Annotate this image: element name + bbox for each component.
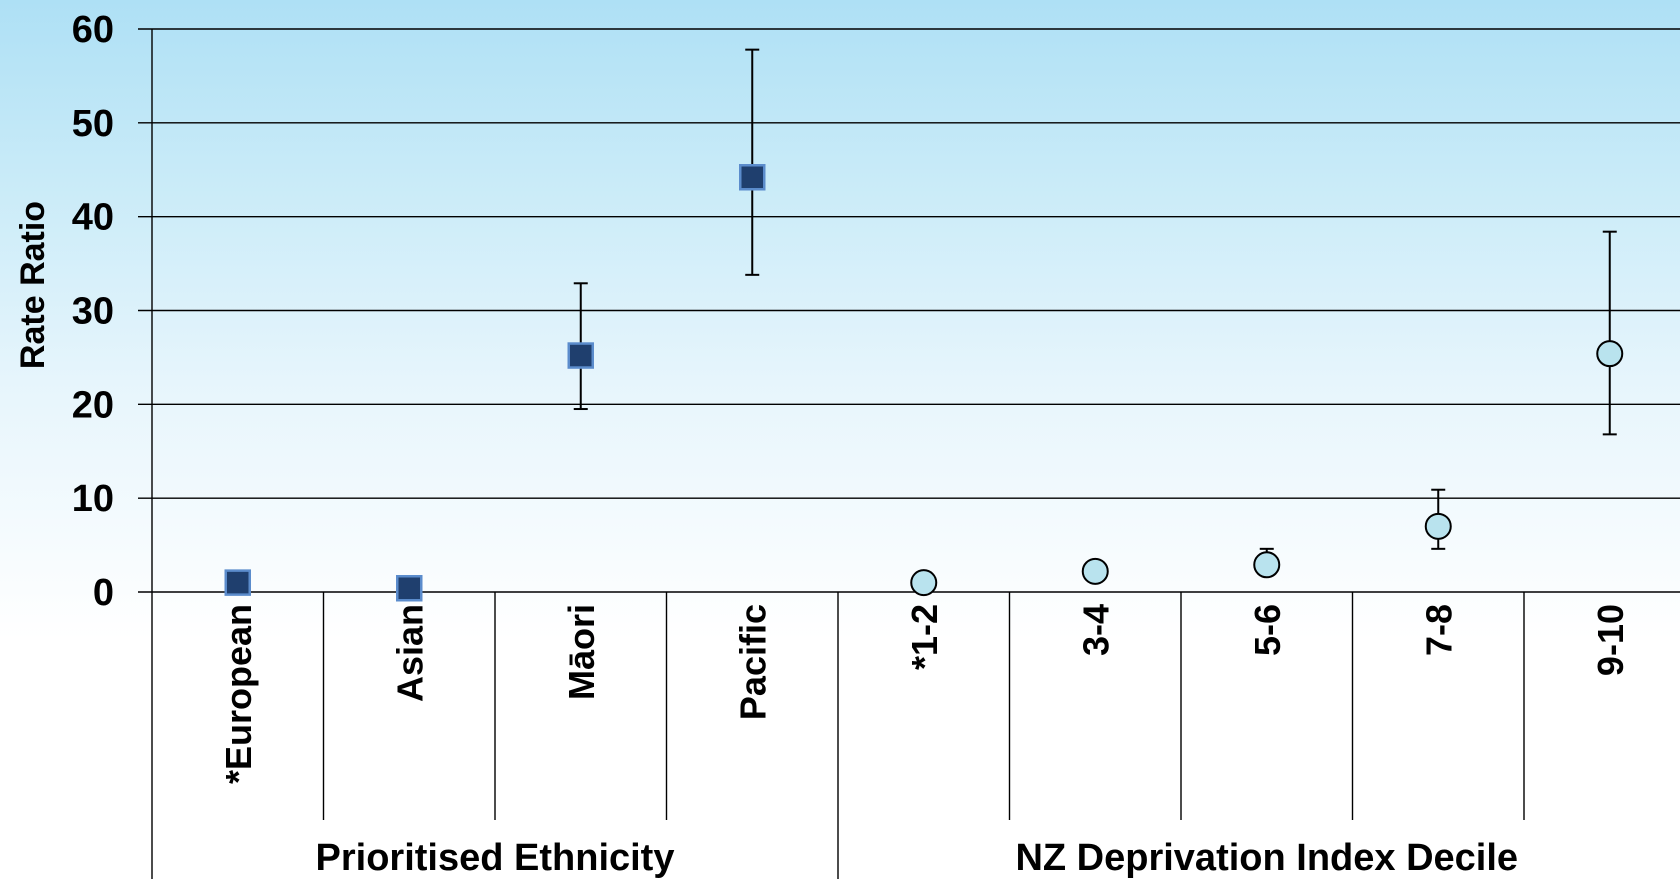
point-Asian: [396, 574, 423, 602]
category-label-Pacific: Pacific: [732, 604, 773, 720]
group-label-1: NZ Deprivation Index Decile: [1015, 837, 1518, 879]
point-*1-2: [910, 569, 938, 597]
data-markers: [224, 164, 1624, 602]
category-label-7-8: 7-8: [1418, 604, 1459, 656]
group-label-0: Prioritised Ethnicity: [316, 837, 675, 879]
category-label-5-6: 5-6: [1247, 604, 1288, 656]
category-label-*1-2: *1-2: [904, 604, 945, 670]
y-tick-label-20: 20: [72, 384, 114, 426]
y-tick-label-10: 10: [72, 478, 114, 520]
point-3-4: [1081, 557, 1109, 585]
y-tick-label-60: 60: [72, 9, 114, 51]
y-axis-title: Rate Ratio: [14, 201, 52, 369]
category-label-*European: *European: [218, 604, 259, 784]
y-tick-labels: 0 10 20 30 40 50 60: [72, 9, 114, 614]
point-*European: [224, 569, 251, 596]
point-Māori: [567, 342, 594, 369]
point-9-10: [1596, 340, 1624, 368]
y-tick-label-50: 50: [72, 103, 114, 145]
category-labels: *European Asian Māori Pacific *1-2 3-4 5-6 7-8 9…: [218, 604, 1631, 784]
category-label-9-10: 9-10: [1590, 604, 1631, 676]
error-bars: [573, 48, 1617, 580]
y-tick-label-0: 0: [93, 572, 114, 614]
y-tick-label-40: 40: [72, 197, 114, 239]
point-5-6: [1253, 551, 1281, 579]
group-labels: Prioritised Ethnicity NZ Deprivation Inde…: [316, 837, 1519, 879]
category-label-3-4: 3-4: [1075, 604, 1116, 656]
y-tick-label-30: 30: [72, 291, 114, 333]
category-label-Asian: Asian: [389, 604, 430, 702]
point-7-8: [1424, 512, 1452, 540]
point-Pacific: [739, 164, 766, 191]
category-label-Māori: Māori: [561, 604, 602, 700]
category-dividers: [322, 592, 1525, 879]
gridlines: [138, 28, 1680, 879]
